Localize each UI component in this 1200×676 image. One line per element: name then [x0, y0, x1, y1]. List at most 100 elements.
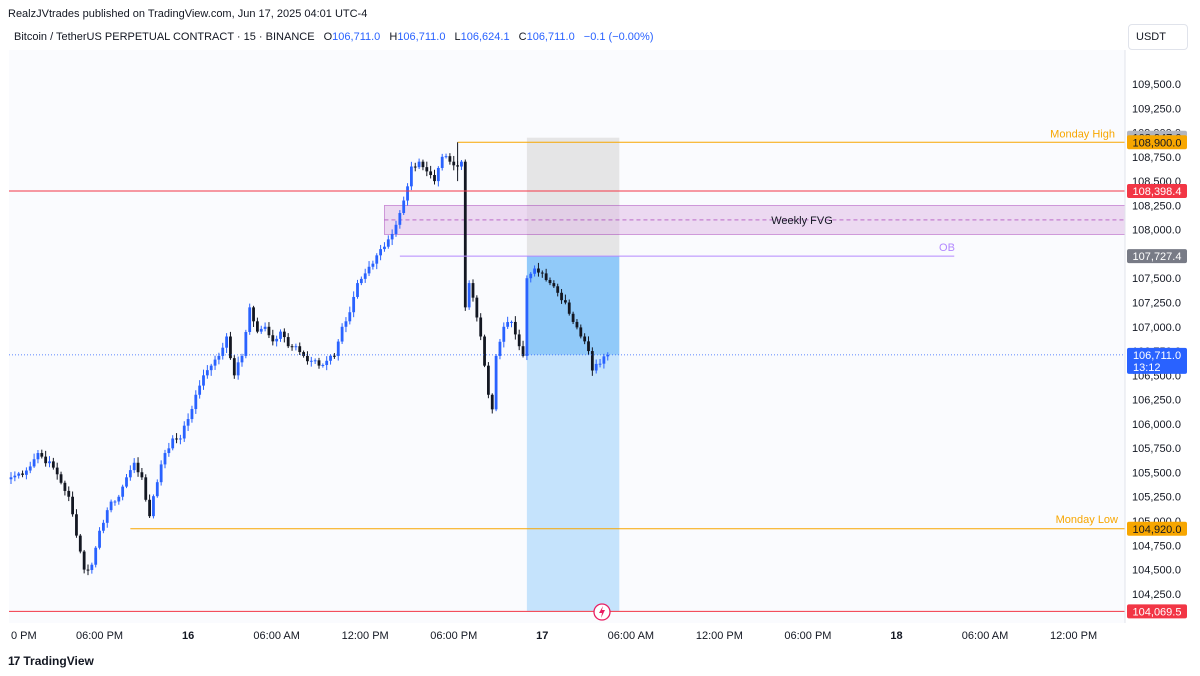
symbol-title: Bitcoin / TetherUS PERPETUAL CONTRACT · … [14, 31, 315, 43]
candle-body [598, 363, 602, 365]
candle-body [540, 272, 544, 274]
candle-body [179, 438, 182, 440]
candle-body [383, 246, 386, 250]
candle-body [44, 456, 48, 464]
candle-body [583, 336, 587, 342]
stop-zone [526, 137, 620, 257]
y-tick-label: 104,750.0 [1132, 540, 1181, 552]
candle-body [329, 355, 332, 361]
candle-body [194, 394, 198, 410]
candle-body [59, 474, 63, 483]
candle-body [479, 317, 483, 337]
candle-body [271, 335, 275, 342]
candle-body [394, 224, 398, 234]
candle-body [340, 326, 344, 342]
x-tick-label: 06:00 PM [430, 630, 477, 642]
candle-body [483, 336, 486, 366]
candle-body [67, 490, 71, 497]
candle-body [186, 419, 190, 426]
candle-body [575, 321, 579, 328]
candle-body [55, 467, 59, 475]
y-tick-label: 106,000.0 [1132, 419, 1181, 431]
candle-body [190, 409, 194, 420]
candle-body [98, 530, 101, 548]
candle-body [379, 249, 382, 256]
candle-body [390, 233, 394, 240]
symbol-legend[interactable]: Bitcoin / TetherUS PERPETUAL CONTRACT · … [14, 31, 653, 43]
candle-body [263, 326, 267, 329]
candle-body [78, 535, 82, 552]
x-tick-label: 06:00 AM [253, 630, 299, 642]
candle-body [51, 461, 55, 468]
candle-body [13, 475, 17, 478]
candle-body [348, 312, 352, 322]
y-tick-label: 105,250.0 [1132, 492, 1181, 504]
candle-body [475, 297, 479, 318]
publish-banner: RealzJVtrades published on TradingView.c… [8, 8, 368, 20]
candle-body [290, 346, 294, 348]
candle-body [109, 501, 113, 511]
tag-ob-bg [1127, 249, 1187, 264]
candle-body [594, 363, 598, 371]
candle-body [259, 328, 263, 332]
candle-body [606, 354, 610, 357]
candle-body [406, 186, 409, 201]
candle-body [240, 355, 244, 363]
candle-body [40, 453, 44, 457]
monday-high-label: Monday High [1050, 128, 1115, 140]
candle-body [117, 496, 121, 502]
monday-low-label: Monday Low [1056, 514, 1118, 526]
candle-body [121, 486, 125, 497]
candle-body [321, 364, 325, 366]
candle-body [490, 394, 494, 410]
candle-body [144, 477, 148, 500]
candle-body [159, 464, 163, 483]
candle-body [433, 175, 436, 182]
candle-body [421, 161, 425, 168]
candle-body [325, 360, 329, 365]
candle-body [148, 499, 151, 517]
candle-body [448, 156, 452, 162]
candle-body [28, 466, 32, 471]
x-tick-label: 18 [890, 630, 902, 642]
candle-body [236, 362, 240, 376]
y-tick-label: 104,250.0 [1132, 589, 1181, 601]
candle-body [298, 346, 302, 353]
candle-body [440, 156, 444, 168]
candle-body [463, 161, 467, 308]
candle-body [498, 341, 502, 356]
tag-ob: 107,727.4 [1133, 251, 1182, 263]
candle-body [525, 278, 529, 356]
candle-body [425, 167, 429, 172]
candle-body [371, 263, 375, 267]
x-tick-label: 12:00 PM [696, 630, 743, 642]
tradingview-logo[interactable]: 17 TradingView [8, 654, 94, 668]
candle-body [82, 551, 86, 570]
candle-body [171, 438, 175, 449]
candle-body [571, 313, 575, 322]
candle-body [317, 360, 321, 366]
candle-body [552, 283, 556, 287]
candle-body [302, 352, 305, 356]
tag-monday-low: 104,920.0 [1133, 524, 1182, 536]
target-zone [526, 354, 620, 612]
tag-red-top-bg [1127, 183, 1187, 198]
candle-body [25, 470, 28, 475]
candle-body [487, 365, 490, 395]
y-tick-label: 105,750.0 [1132, 443, 1181, 455]
x-tick-label: 0 PM [11, 630, 37, 642]
ob-label: OB [939, 242, 955, 254]
candle-body [105, 510, 109, 523]
alert-bolt-icon [599, 606, 605, 618]
y-tick-label: 105,500.0 [1132, 467, 1181, 479]
candle-body [286, 337, 290, 347]
candle-body [363, 273, 367, 279]
tag-countdown: 13:12 [1133, 362, 1161, 374]
candle-body [386, 239, 390, 247]
currency-selector[interactable]: USDT [1128, 24, 1188, 50]
candle-body [155, 482, 159, 497]
candle-body [590, 351, 594, 371]
weekly-fvg-box [384, 204, 1126, 235]
candle-body [413, 166, 417, 168]
